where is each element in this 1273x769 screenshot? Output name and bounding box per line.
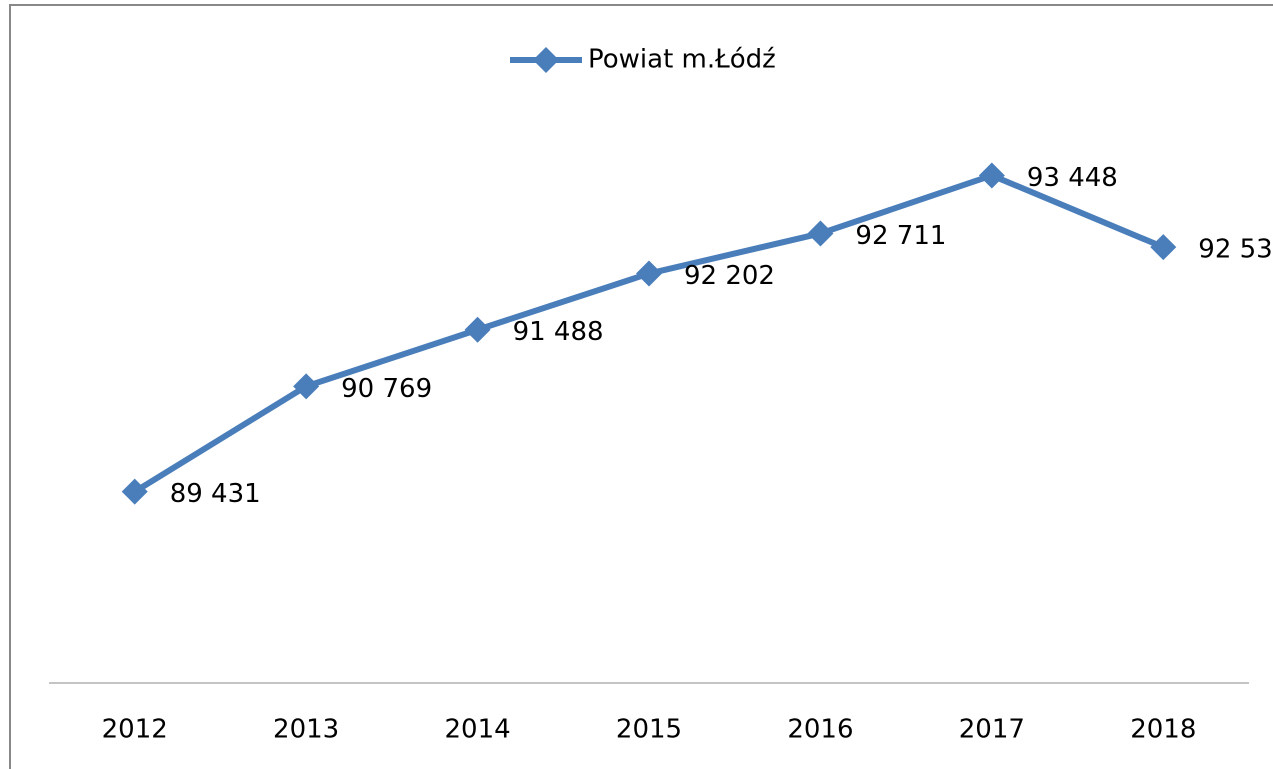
marker [1150, 234, 1177, 261]
marker [293, 373, 320, 400]
chart-frame [9, 4, 1273, 769]
data-label: 92 711 [855, 221, 946, 251]
x-tick-label: 2015 [616, 715, 682, 745]
x-tick-label: 2014 [444, 715, 510, 745]
x-tick-label: 2012 [102, 715, 168, 745]
marker [121, 478, 148, 505]
data-label: 91 488 [513, 317, 604, 347]
x-tick-label: 2017 [959, 715, 1025, 745]
legend-label: Powiat m.Łódź [588, 45, 776, 75]
legend-marker [533, 47, 559, 73]
data-label: 92 202 [684, 261, 775, 291]
data-label: 92 537 [1198, 235, 1273, 265]
x-tick-label: 2018 [1130, 715, 1196, 745]
marker [464, 316, 491, 343]
data-label: 90 769 [341, 374, 432, 404]
marker [807, 220, 834, 247]
marker [978, 162, 1005, 189]
x-tick-label: 2013 [273, 715, 339, 745]
data-label: 89 431 [170, 479, 261, 509]
marker [636, 260, 662, 287]
x-tick-label: 2016 [787, 715, 853, 745]
data-label: 93 448 [1027, 163, 1118, 193]
